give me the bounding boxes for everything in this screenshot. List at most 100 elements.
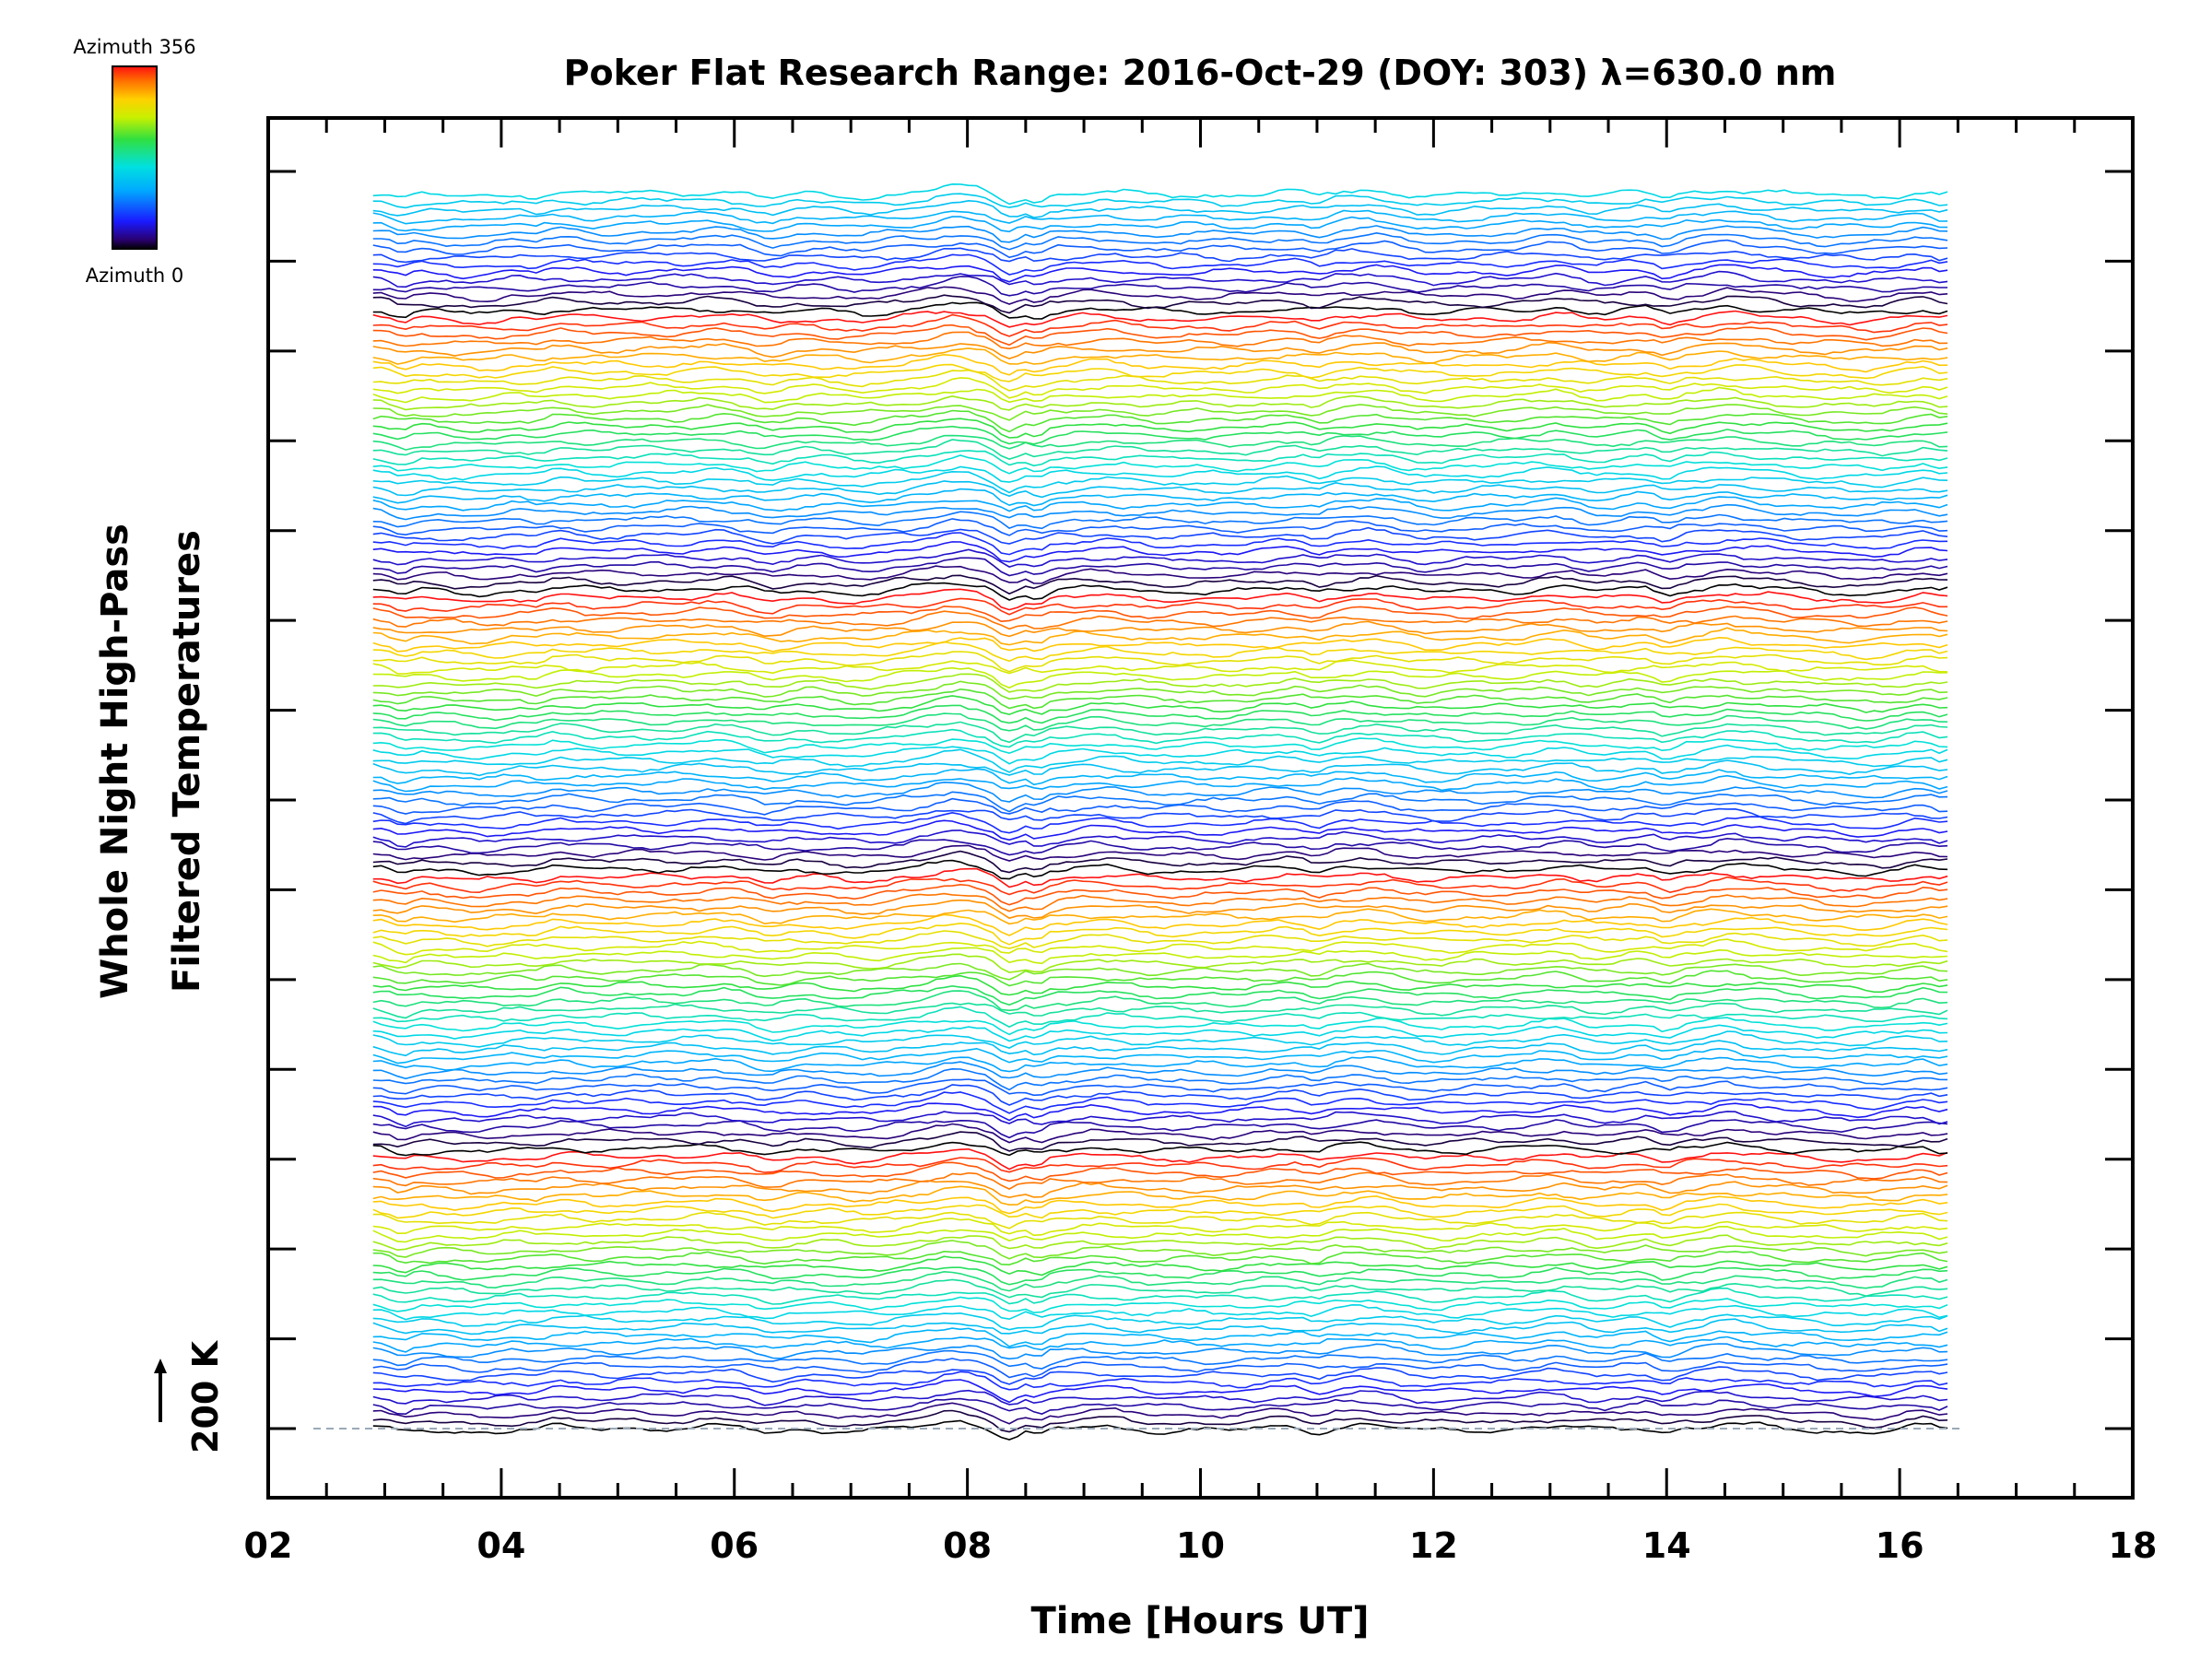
series-line	[372, 503, 1948, 521]
series-line	[372, 1211, 1948, 1230]
series-line	[372, 425, 1948, 445]
series-line	[372, 837, 1948, 856]
series-line	[372, 1288, 1948, 1305]
series-line	[372, 876, 1948, 896]
colorbar-bottom-label: Azimuth 0	[86, 265, 184, 287]
series-line	[372, 465, 1948, 483]
series-line	[372, 386, 1948, 404]
series-line	[372, 899, 1948, 920]
series-line	[372, 908, 1948, 925]
series-line	[372, 1123, 1948, 1144]
series-line	[372, 1255, 1948, 1277]
series-line	[372, 1002, 1948, 1019]
series-line	[372, 532, 1948, 556]
axis-ticks	[266, 118, 2135, 1498]
series-line	[372, 454, 1948, 475]
series-line	[372, 844, 1948, 862]
series-line	[372, 1225, 1948, 1243]
series-line	[372, 310, 1948, 328]
series-line	[372, 1349, 1948, 1370]
series-line	[372, 1218, 1948, 1237]
series-line	[372, 1397, 1948, 1416]
series-line	[372, 377, 1948, 399]
series-line	[372, 1141, 1948, 1157]
series-line	[372, 1250, 1948, 1266]
series-line	[372, 548, 1948, 568]
x-tick-label: 16	[1876, 1525, 1924, 1566]
series-line	[372, 264, 1948, 283]
series-line	[372, 488, 1948, 507]
series-line	[372, 418, 1948, 439]
series-line	[372, 557, 1948, 577]
series-line	[372, 1278, 1948, 1299]
series-line	[372, 1030, 1948, 1049]
series-line	[372, 947, 1948, 965]
series-line	[372, 270, 1948, 288]
series-line	[372, 1024, 1948, 1042]
series-line	[372, 1091, 1948, 1114]
series-line	[372, 1266, 1948, 1286]
series-line	[372, 892, 1948, 912]
series-line	[372, 704, 1948, 724]
series-line	[372, 1111, 1948, 1128]
series-line	[372, 938, 1948, 956]
series-line	[372, 922, 1948, 946]
colorbar: Azimuth 356 Azimuth 0	[73, 36, 195, 287]
series-line	[372, 1017, 1948, 1036]
series-line	[372, 511, 1948, 530]
series-line	[372, 970, 1948, 987]
series-line	[372, 1296, 1948, 1314]
series-line	[372, 974, 1948, 996]
series-line	[372, 1061, 1948, 1080]
x-tick-label: 06	[710, 1525, 759, 1566]
series-line	[372, 1180, 1948, 1199]
y-axis-label-line2: Filtered Temperatures	[166, 530, 208, 993]
series-line	[372, 353, 1948, 376]
series-line	[372, 286, 1948, 305]
series-line	[372, 434, 1948, 451]
series-line	[372, 748, 1948, 773]
series-line	[372, 1343, 1948, 1360]
series-line	[372, 1270, 1948, 1292]
series-line	[372, 1185, 1948, 1206]
series-line	[372, 1131, 1948, 1152]
series-line	[372, 721, 1948, 744]
series-line	[372, 518, 1948, 536]
series-line	[372, 182, 1948, 206]
series-line	[372, 883, 1948, 906]
series-line	[372, 1055, 1948, 1073]
series-line	[372, 807, 1948, 825]
series-line	[372, 1409, 1948, 1433]
series-line	[372, 737, 1948, 755]
x-tick-label: 08	[943, 1525, 992, 1566]
series-line	[372, 199, 1948, 218]
series-line	[372, 1318, 1948, 1335]
series-line	[372, 1194, 1948, 1215]
series-line	[372, 620, 1948, 638]
scale-bar: 200 K	[154, 1339, 226, 1453]
series-line	[372, 1047, 1948, 1065]
series-line	[372, 659, 1948, 675]
series-line	[372, 341, 1948, 359]
series-line	[372, 1067, 1948, 1091]
scale-bar-label: 200 K	[185, 1339, 226, 1453]
series-line	[372, 962, 1948, 981]
series-line	[372, 819, 1948, 841]
series-line	[372, 1203, 1948, 1219]
series-line	[372, 582, 1948, 601]
series-line	[372, 588, 1948, 611]
series-line	[372, 496, 1948, 512]
series-line	[372, 913, 1948, 936]
series-line	[372, 1102, 1948, 1122]
series-line	[372, 1358, 1948, 1379]
series-line	[372, 1171, 1948, 1191]
series-line	[372, 774, 1948, 793]
series-line	[372, 1312, 1948, 1331]
y-axis-label-line1: Whole Night High-Pass	[94, 524, 136, 999]
series-layer	[372, 182, 1948, 1441]
series-line	[372, 480, 1948, 499]
series-line	[372, 830, 1948, 848]
series-line	[372, 565, 1948, 584]
series-line	[372, 470, 1948, 494]
series-line	[372, 324, 1948, 347]
